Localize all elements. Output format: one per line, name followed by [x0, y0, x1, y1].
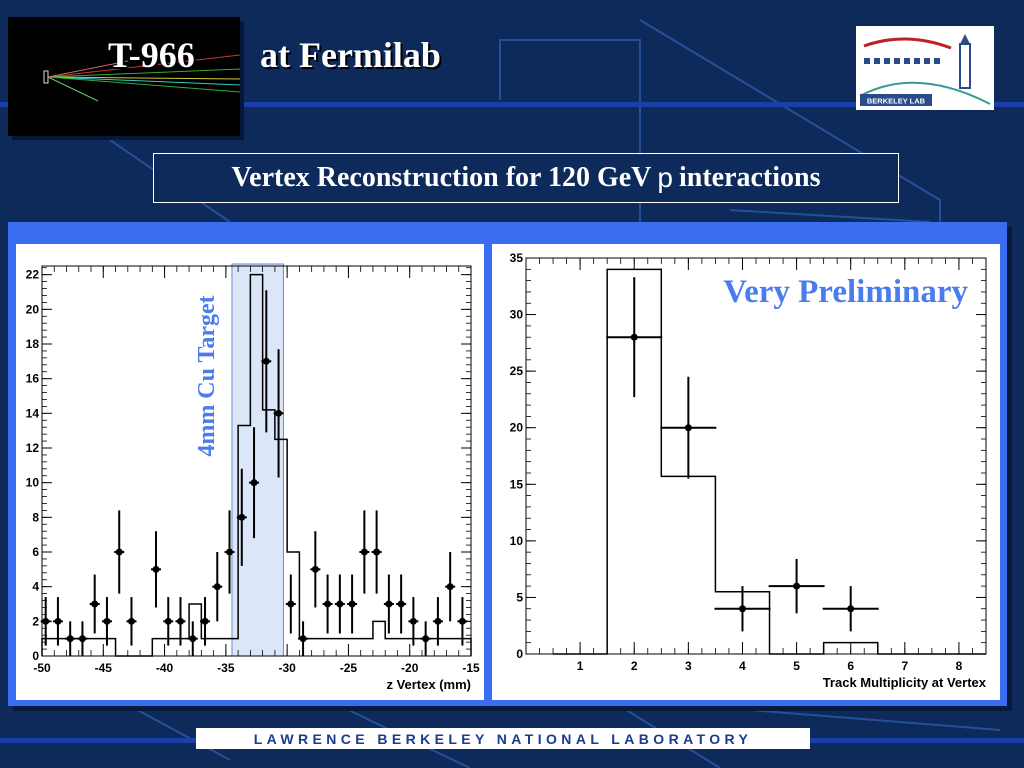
preliminary-annotation: Very Preliminary: [723, 274, 968, 310]
footer-text: Lawrence Berkeley National Laboratory: [253, 730, 753, 747]
y-tick-label: 6: [32, 545, 39, 559]
data-point: [54, 617, 62, 625]
data-point: [262, 357, 270, 365]
data-point: [422, 635, 430, 643]
y-tick-label: 25: [510, 364, 524, 378]
y-tick-label: 12: [26, 441, 40, 455]
data-point: [847, 605, 855, 613]
x-axis-label: z Vertex (mm): [386, 677, 471, 692]
title-code: T-966: [108, 35, 195, 75]
data-point: [127, 617, 135, 625]
subtitle-box: Vertex Reconstruction for 120 GeV p inte…: [153, 153, 899, 203]
data-point: [630, 333, 638, 341]
data-point: [238, 513, 246, 521]
data-point: [324, 600, 332, 608]
x-tick-label: -15: [462, 661, 480, 675]
target-band: [231, 263, 284, 657]
logo-text: BERKELEY LAB: [867, 97, 926, 106]
data-point: [250, 479, 258, 487]
data-point: [164, 617, 172, 625]
x-tick-label: -35: [217, 661, 235, 675]
y-tick-label: 16: [26, 372, 40, 386]
data-point: [409, 617, 417, 625]
data-point: [115, 548, 123, 556]
z-vertex-plot: 0 2 4 6 8 10 12 14 16 18 20 22 -50 -45 -40 -35 -30 -25 -20…: [16, 244, 484, 700]
y-tick-label: 18: [26, 337, 40, 351]
data-point: [177, 617, 185, 625]
x-tick-label: 5: [793, 659, 800, 673]
target-annotation: 4mm Cu Target: [194, 295, 220, 456]
x-tick-label: 2: [631, 659, 638, 673]
data-point: [226, 548, 234, 556]
y-tick-label: 14: [26, 406, 40, 420]
y-tick-label: 0: [516, 647, 523, 661]
x-tick-label: 3: [685, 659, 692, 673]
data-point: [91, 600, 99, 608]
x-tick-label: -20: [401, 661, 419, 675]
x-tick-label: -25: [340, 661, 358, 675]
x-tick-label: -50: [33, 661, 51, 675]
y-tick-label: 2: [32, 614, 39, 628]
subtitle-text-end: interactions: [678, 162, 821, 193]
y-tick-label: 4: [32, 580, 39, 594]
data-point: [66, 635, 74, 643]
track-multiplicity-plot: 0 5 10 15 20 25 30 35 1 2 3 4 5 6 7 8 Track Multiplicity…: [492, 244, 1000, 700]
data-point: [738, 605, 746, 613]
y-tick-label: 20: [510, 421, 524, 435]
x-tick-label: -30: [278, 661, 296, 675]
top-rule: [0, 102, 1024, 107]
data-point: [311, 565, 319, 573]
x-tick-label: 8: [956, 659, 963, 673]
y-tick-label: 30: [510, 308, 524, 322]
data-point: [373, 548, 381, 556]
x-tick-label: 6: [847, 659, 854, 673]
histogram-line: [553, 268, 986, 655]
event-display-thumbnail: [8, 17, 241, 136]
x-axis-label: Track Multiplicity at Vertex: [823, 675, 987, 690]
data-point: [42, 617, 50, 625]
data-point: [336, 600, 344, 608]
data-point: [287, 600, 295, 608]
data-point: [213, 583, 221, 591]
title-place: at Fermilab: [260, 35, 441, 75]
data-point: [348, 600, 356, 608]
data-point: [78, 635, 86, 643]
data-point: [103, 617, 111, 625]
x-tick-label: 7: [901, 659, 908, 673]
data-point: [189, 635, 197, 643]
y-tick-label: 20: [26, 302, 40, 316]
histogram-line: [41, 273, 472, 657]
data-point: [385, 600, 393, 608]
data-point: [446, 583, 454, 591]
data-point: [299, 635, 307, 643]
y-tick-label: 8: [32, 510, 39, 524]
data-point: [360, 548, 368, 556]
data-point: [152, 565, 160, 573]
y-tick-label: 5: [516, 590, 523, 604]
x-tick-label: -40: [156, 661, 174, 675]
y-tick-label: 22: [26, 268, 40, 282]
data-point: [793, 582, 801, 590]
y-tick-label: 15: [510, 477, 524, 491]
y-tick-label: 35: [510, 251, 524, 265]
x-tick-label: -45: [95, 661, 113, 675]
footer-banner: Lawrence Berkeley National Laboratory: [196, 728, 810, 749]
berkeley-lab-logo: BERKELEY LAB: [856, 26, 994, 110]
subtitle-text: Vertex Reconstruction for 120 GeV: [231, 162, 652, 193]
data-point: [434, 617, 442, 625]
data-point: [275, 409, 283, 417]
x-tick-label: 4: [739, 659, 746, 673]
plot-frame: [41, 265, 472, 657]
x-tick-label: 1: [577, 659, 584, 673]
data-point: [684, 424, 692, 432]
y-tick-label: 10: [510, 534, 524, 548]
data-point: [397, 600, 405, 608]
subtitle-proton-symbol: p: [657, 162, 673, 193]
y-tick-label: 0: [32, 649, 39, 663]
plot-frame: [525, 257, 987, 655]
data-point: [458, 617, 466, 625]
y-tick-label: 10: [26, 476, 40, 490]
data-point: [201, 617, 209, 625]
